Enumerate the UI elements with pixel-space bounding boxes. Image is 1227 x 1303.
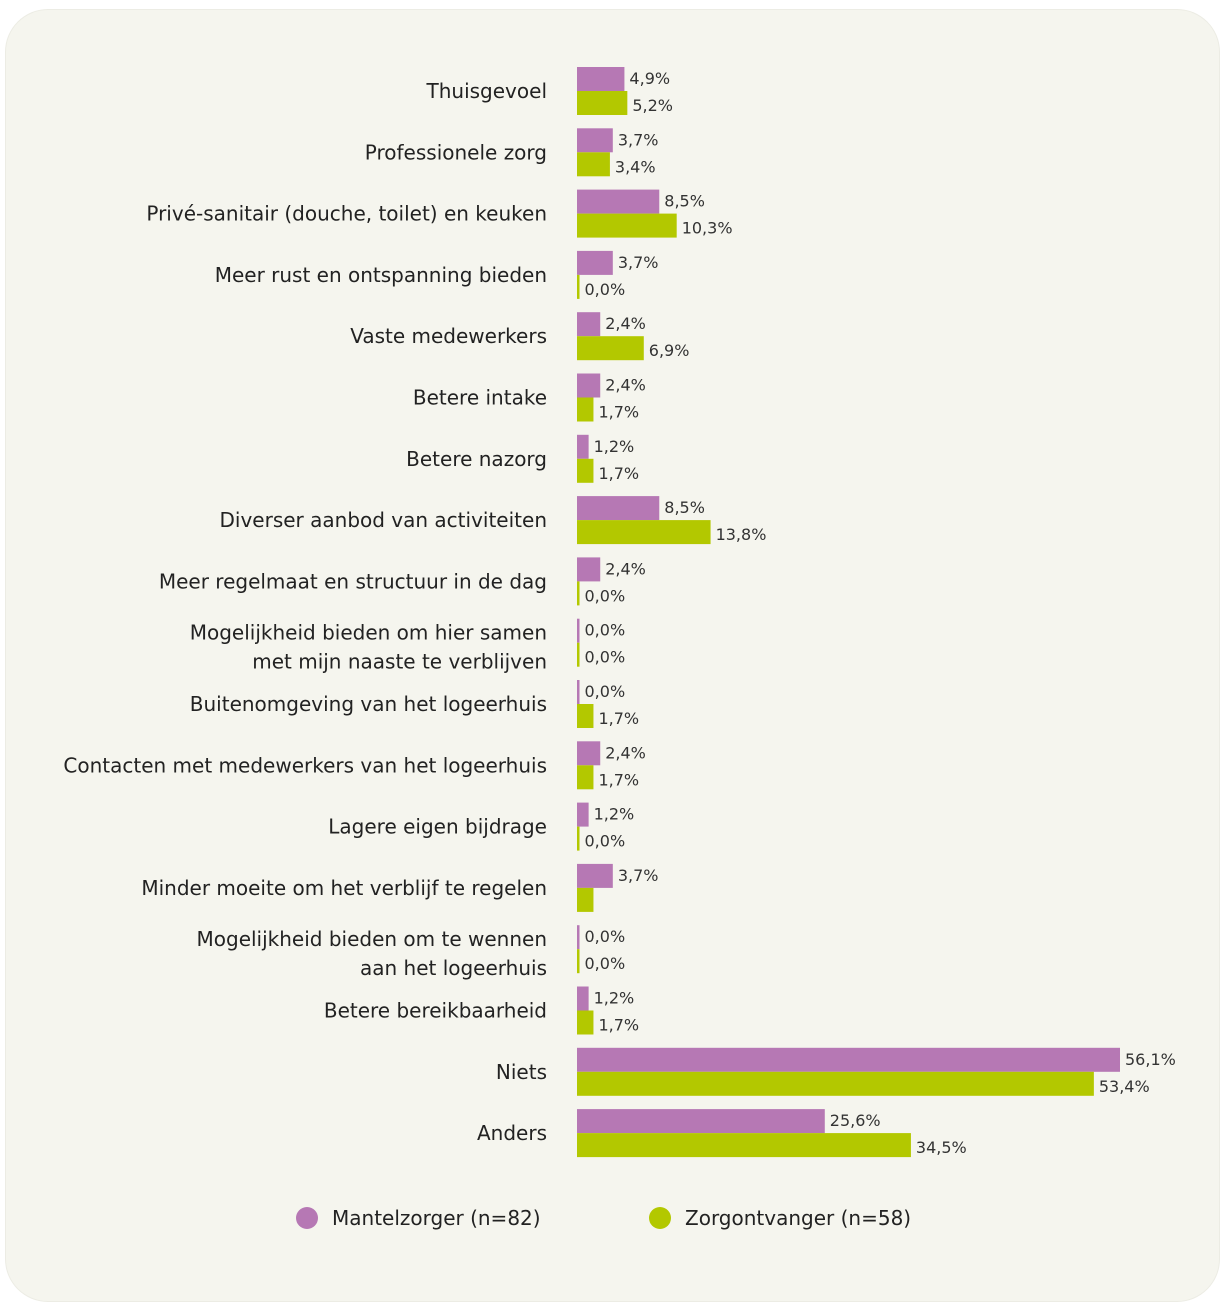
category-label: Professionele zorg <box>365 140 547 164</box>
category-label: Thuisgevoel <box>426 79 547 103</box>
category-label: Niets <box>496 1060 547 1084</box>
category-label: Buitenomgeving van het logeerhuis <box>190 692 547 716</box>
data-label: 34,5% <box>916 1138 967 1157</box>
bar-mantelzorger <box>577 741 601 766</box>
data-label: 13,8% <box>716 525 767 544</box>
data-label: 0,0% <box>585 586 626 605</box>
bar-zorgontvanger <box>577 336 644 361</box>
legend-swatch <box>649 1207 671 1229</box>
category-label: Betere nazorg <box>406 447 547 471</box>
data-label: 8,5% <box>664 192 705 211</box>
category-label-line: Mogelijkheid bieden om te wennen <box>197 927 548 951</box>
bar-mantelzorger <box>577 986 589 1011</box>
data-label: 0,0% <box>585 927 626 946</box>
data-label: 3,7% <box>618 866 659 885</box>
data-label: 1,2% <box>594 437 635 456</box>
bar-mantelzorger <box>577 1109 825 1134</box>
bar-zorgontvanger <box>577 1071 1094 1096</box>
category-label: Diverser aanbod van activiteiten <box>220 508 548 532</box>
data-label: 1,7% <box>598 464 639 483</box>
bar-zorgontvanger <box>577 91 628 115</box>
category-label: Contacten met medewerkers van het logeer… <box>63 753 547 777</box>
data-label: 53,4% <box>1099 1077 1150 1096</box>
data-label: 4,9% <box>629 69 670 88</box>
bar-zorgontvanger <box>577 213 677 238</box>
bar-mantelzorger <box>577 802 589 827</box>
bar-zorgontvanger <box>577 887 594 912</box>
bar-zorgontvanger <box>577 274 580 299</box>
category-label: Anders <box>477 1121 547 1145</box>
category-label: Betere intake <box>413 386 547 410</box>
bar-zorgontvanger <box>577 642 580 667</box>
data-label: 2,4% <box>605 376 646 395</box>
data-label: 10,3% <box>682 219 733 238</box>
category-label: Meer regelmaat en structuur in de dag <box>159 569 547 593</box>
bar-zorgontvanger <box>577 152 610 177</box>
bar-mantelzorger <box>577 67 625 91</box>
category-label: Vaste medewerkers <box>350 324 547 348</box>
data-label: 2,4% <box>605 743 646 762</box>
data-label: 1,7% <box>598 1016 639 1035</box>
data-label: 6,9% <box>649 341 690 360</box>
bar-mantelzorger <box>577 925 580 950</box>
bar-mantelzorger <box>577 434 589 459</box>
category-label: Lagere eigen bijdrage <box>328 815 547 839</box>
data-label: 0,0% <box>585 621 626 640</box>
bar-zorgontvanger <box>577 458 594 483</box>
category-label: Mogelijkheid bieden om hier samen met mij… <box>190 621 547 674</box>
bar-mantelzorger <box>577 680 580 704</box>
bar-zorgontvanger <box>577 1010 594 1035</box>
data-label: 8,5% <box>664 498 705 517</box>
bar-zorgontvanger <box>577 704 594 728</box>
bar-mantelzorger <box>577 373 601 398</box>
data-label: 3,7% <box>618 253 659 272</box>
bar-zorgontvanger <box>577 826 580 851</box>
bar-zorgontvanger <box>577 397 594 422</box>
data-label: 0,0% <box>585 832 626 851</box>
data-label: 1,7% <box>598 403 639 422</box>
bar-mantelzorger <box>577 128 613 153</box>
data-label: 0,0% <box>585 648 626 667</box>
bar-mantelzorger <box>577 250 613 275</box>
data-label: 1,7% <box>598 709 639 728</box>
data-label: 0,0% <box>585 280 626 299</box>
bar-zorgontvanger <box>577 949 580 974</box>
data-label: 3,4% <box>615 157 656 176</box>
bar-mantelzorger <box>577 312 601 337</box>
legend-swatch <box>296 1207 318 1229</box>
bar-mantelzorger <box>577 863 613 888</box>
category-label: Minder moeite om het verblijf te regelen <box>141 876 547 900</box>
category-label: Meer rust en ontspanning bieden <box>215 263 547 287</box>
category-label-line: Mogelijkheid bieden om hier samen <box>190 621 547 645</box>
data-label: 25,6% <box>830 1111 881 1130</box>
data-label: 5,2% <box>632 96 673 115</box>
legend-label: Zorgontvanger (n=58) <box>685 1206 911 1230</box>
data-label: 3,7% <box>618 130 659 149</box>
bar-mantelzorger <box>577 189 660 214</box>
data-label: 0,0% <box>585 954 626 973</box>
legend-label: Mantelzorger (n=82) <box>332 1206 541 1230</box>
bar-zorgontvanger <box>577 520 711 545</box>
data-label: 2,4% <box>605 314 646 333</box>
data-label: 1,2% <box>594 989 635 1008</box>
category-label: Betere bereikbaarheid <box>324 999 547 1023</box>
category-label-line: met mijn naaste te verblijven <box>252 650 547 674</box>
bar-zorgontvanger <box>577 1133 911 1158</box>
bar-zorgontvanger <box>577 765 594 790</box>
bar-mantelzorger <box>577 496 660 521</box>
data-label: 1,2% <box>594 805 635 824</box>
bar-zorgontvanger <box>577 581 580 606</box>
bar-mantelzorger <box>577 557 601 582</box>
data-label: 2,4% <box>605 559 646 578</box>
bar-mantelzorger <box>577 618 580 643</box>
data-label: 1,7% <box>598 770 639 789</box>
data-label: 0,0% <box>585 682 626 701</box>
category-label: Privé-sanitair (douche, toilet) en keuke… <box>146 202 547 226</box>
data-label: 56,1% <box>1125 1050 1176 1069</box>
category-label-line: aan het logeerhuis <box>360 956 547 980</box>
bar-mantelzorger <box>577 1047 1120 1072</box>
category-label: Mogelijkheid bieden om te wennen aan het … <box>197 927 548 980</box>
